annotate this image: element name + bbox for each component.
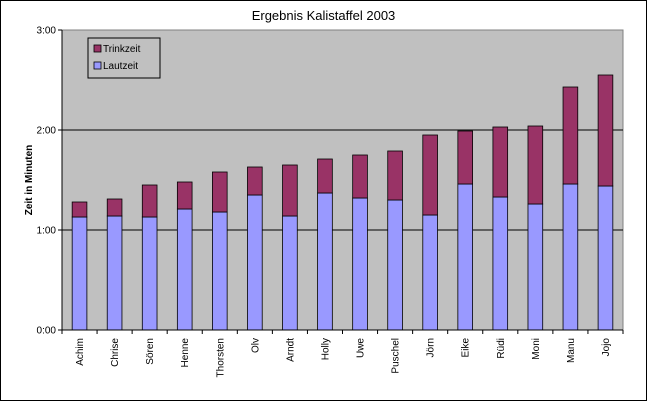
y-tick-label: 2:00 [37,126,57,137]
bar-trinkzeit [527,125,544,205]
bar-trinkzeit [282,164,298,217]
chart-title: Ergebnis Kalistaffel 2003 [251,8,396,23]
category-label: Arndt [285,338,296,362]
bar-trinkzeit [387,150,403,201]
legend-swatch-trinkzeit [93,44,102,53]
bar-lautzeit [212,211,228,331]
bar-lautzeit [387,199,403,331]
bar-trinkzeit [422,134,438,216]
bar-lautzeit [282,215,298,331]
category-label: Uwe [356,338,367,358]
bar-lautzeit [71,216,88,331]
bar-lautzeit [597,185,614,331]
y-tick-label: 3:00 [37,26,57,37]
bar-lautzeit [562,183,579,331]
legend-label-trinkzeit: Trinkzeit [103,44,141,55]
legend-label-lautzeit: Lautzeit [103,61,138,72]
legend-swatch-lautzeit [93,61,102,70]
category-label: Eike [461,338,472,358]
bar-lautzeit [317,192,333,331]
bar-trinkzeit [562,86,579,185]
y-tick-label: 0:00 [37,326,57,337]
bar-lautzeit [106,215,123,331]
category-label: Achim [75,338,86,366]
y-axis-label: Zeit in Minuten [24,145,35,216]
bar-lautzeit [352,197,368,331]
bar-trinkzeit [597,74,614,187]
category-label: Olv [250,338,261,353]
bar-trinkzeit [106,198,123,217]
bar-lautzeit [457,183,473,331]
y-tick-label: 1:00 [37,226,57,237]
category-label: Rüdi [496,338,507,359]
bar-trinkzeit [71,201,88,218]
legend: Trinkzeit Lautzeit [87,37,161,79]
bar-lautzeit [422,214,438,331]
bars [71,74,614,331]
bar-trinkzeit [317,158,333,194]
bar-trinkzeit [352,154,368,199]
category-label: Puschel [391,338,402,374]
bar-lautzeit [141,216,158,331]
bar-trinkzeit [141,184,158,218]
bar-trinkzeit [457,130,473,185]
category-label: Manu [566,338,577,363]
bar-lautzeit [492,196,509,331]
bar-lautzeit [176,208,193,331]
bar-lautzeit [527,203,544,331]
category-label: Jörn [426,338,437,357]
category-label: Jojo [601,338,612,357]
category-label: Thorsten [215,338,226,377]
bar-lautzeit [247,194,263,331]
category-label: Holly [320,338,331,360]
x-axis-categories: Achim Chrise Sören Henne Thorsten Olv Arndt Hol… [61,330,624,377]
category-label: Chrise [110,338,121,367]
bar-trinkzeit [212,171,228,213]
bar-trinkzeit [247,166,263,196]
category-label: Moni [531,338,542,360]
bar-trinkzeit [492,126,509,198]
bar-trinkzeit [176,181,193,210]
category-label: Henne [180,338,191,368]
category-label: Sören [145,338,156,365]
